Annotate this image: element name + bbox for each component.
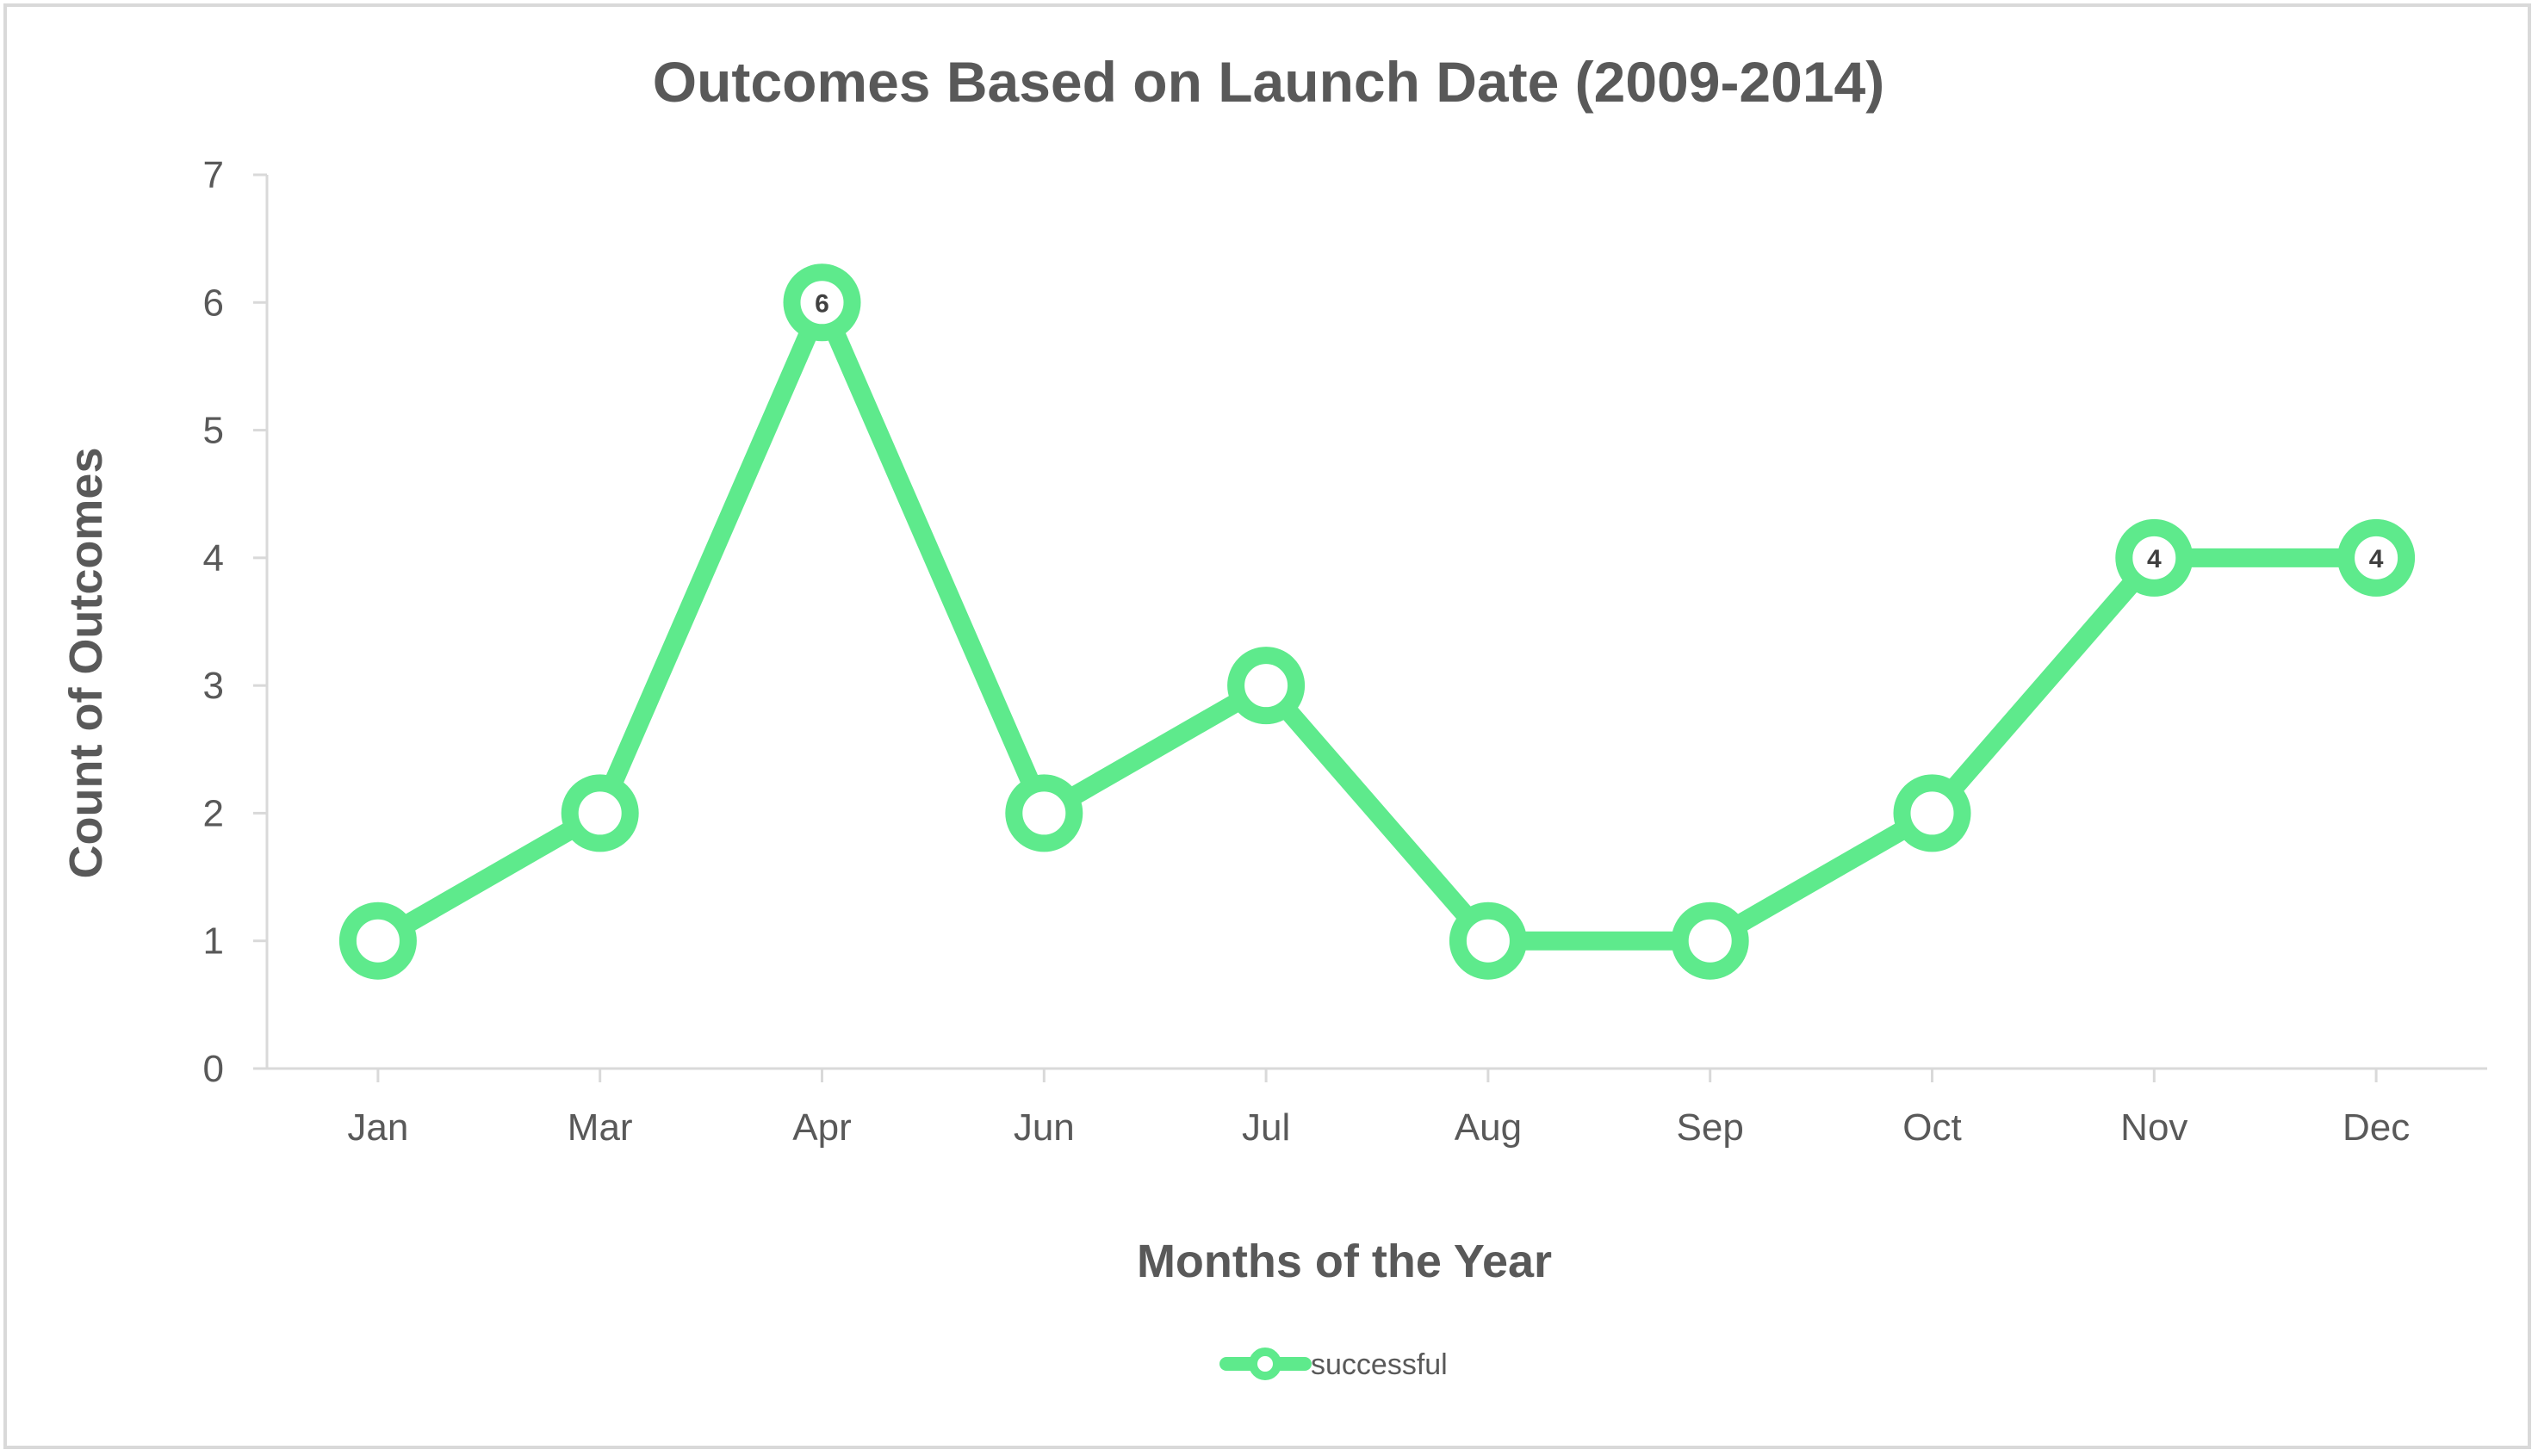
x-tick-label: Dec xyxy=(2343,1106,2410,1149)
chart-frame xyxy=(3,3,2531,1449)
x-tick-label: Aug xyxy=(1455,1106,1522,1149)
data-label-apr: 6 xyxy=(815,289,829,318)
data-label-dec: 4 xyxy=(2369,545,2384,573)
legend: successful xyxy=(1219,1348,1448,1381)
data-point-nov xyxy=(2115,518,2194,597)
data-point-mar xyxy=(561,774,639,852)
chart-title: Outcomes Based on Launch Date (2009-2014… xyxy=(653,50,1884,114)
data-point-apr xyxy=(783,263,861,342)
data-point-jun xyxy=(1005,774,1083,852)
y-tick-label: 0 xyxy=(203,1048,224,1090)
data-point-jul xyxy=(1227,647,1306,725)
data-label-nov: 4 xyxy=(2147,545,2162,573)
x-tick-label: Nov xyxy=(2120,1106,2187,1149)
series-line-successful xyxy=(368,293,2386,951)
markers-layer xyxy=(338,263,2416,980)
x-tick-label: Apr xyxy=(792,1106,851,1149)
x-tick-label: Oct xyxy=(1902,1106,1961,1149)
legend-marker-swatch xyxy=(1249,1348,1281,1380)
y-tick-label: 5 xyxy=(203,410,224,452)
data-point-oct xyxy=(1893,774,1971,852)
data-point-aug xyxy=(1449,901,1527,980)
legend-label-successful: successful xyxy=(1311,1348,1448,1381)
data-point-sep xyxy=(1671,901,1749,980)
y-tick-label: 1 xyxy=(203,920,224,963)
data-point-jan xyxy=(338,901,417,980)
y-axis-title: Count of Outcomes xyxy=(60,448,112,879)
y-tick-label: 7 xyxy=(203,154,224,196)
x-tick-label: Jun xyxy=(1014,1106,1075,1149)
y-tick-label: 2 xyxy=(203,792,224,834)
data-point-dec xyxy=(2337,518,2416,597)
y-tick-label: 6 xyxy=(203,282,224,324)
y-axis-ticks: 0 1 2 3 4 5 6 7 xyxy=(203,154,267,1090)
series-layer xyxy=(368,293,2386,951)
x-tick-label: Jul xyxy=(1242,1106,1290,1149)
x-axis-title: Months of the Year xyxy=(1137,1236,1552,1287)
y-tick-label: 3 xyxy=(203,665,224,707)
x-axis-ticks: Jan Mar Apr Jun Jul Aug Sep Oct Nov Dec xyxy=(347,1069,2410,1149)
data-labels-layer: 6 4 4 xyxy=(815,289,2384,573)
x-tick-label: Jan xyxy=(347,1106,408,1149)
x-tick-label: Mar xyxy=(568,1106,633,1149)
y-tick-label: 4 xyxy=(203,537,224,579)
x-tick-label: Sep xyxy=(1677,1106,1744,1149)
